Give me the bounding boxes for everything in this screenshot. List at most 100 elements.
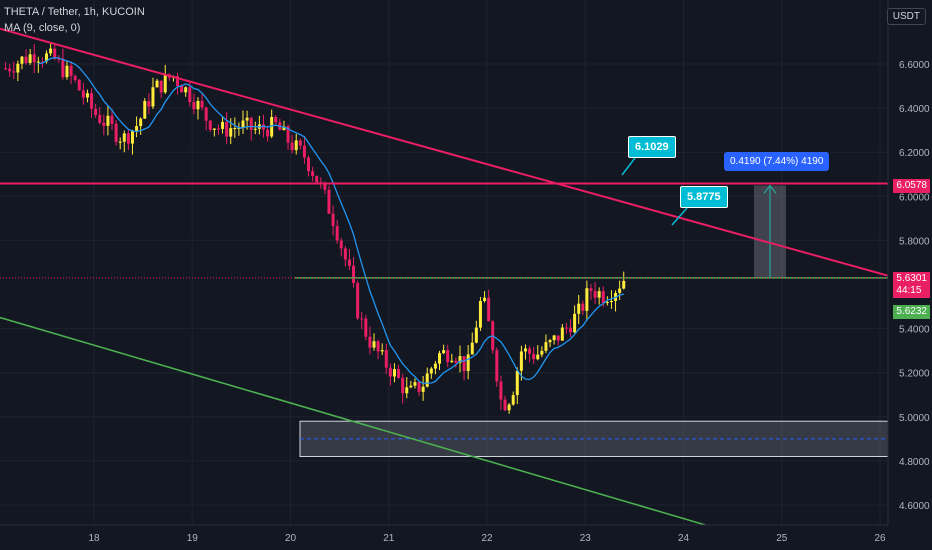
overlay-lines xyxy=(0,27,889,526)
candle-body xyxy=(53,48,57,59)
candle-body xyxy=(503,399,507,411)
candle-body xyxy=(618,288,622,293)
candle-body xyxy=(204,107,208,121)
candle-body xyxy=(532,353,536,360)
candle-body xyxy=(192,102,196,110)
candle-body xyxy=(548,340,552,343)
candle-body xyxy=(372,341,376,348)
y-tick-label: 6.2000 xyxy=(899,148,930,159)
candle-body xyxy=(519,351,523,371)
candle-body xyxy=(577,303,581,314)
candle-body xyxy=(466,354,470,371)
candle-body xyxy=(216,128,220,130)
candle-body xyxy=(413,382,417,386)
candle-body xyxy=(73,75,77,80)
candle-body xyxy=(139,118,143,127)
candle-body xyxy=(147,100,151,107)
candle-body xyxy=(573,313,577,333)
candle-body xyxy=(593,290,597,298)
candle-body xyxy=(163,74,167,93)
currency-button[interactable]: USDT xyxy=(886,8,926,25)
candle-body xyxy=(515,370,519,396)
candle-body xyxy=(585,288,589,311)
candle-body xyxy=(208,120,212,130)
candle-body xyxy=(528,348,532,354)
annotation-zones xyxy=(299,184,889,457)
candle-body xyxy=(470,342,474,355)
candle-body xyxy=(478,301,482,328)
candle-body xyxy=(311,171,315,176)
candle-body xyxy=(16,63,20,73)
lower-trendline xyxy=(0,316,706,526)
candle-body xyxy=(605,301,609,303)
candle-body xyxy=(536,354,540,360)
candle-body xyxy=(364,318,368,337)
x-tick-label: 21 xyxy=(383,533,395,544)
y-tick-label: 6.0000 xyxy=(899,192,930,203)
candle-body xyxy=(61,58,65,78)
candle-body xyxy=(421,386,425,392)
candle-body xyxy=(143,100,147,119)
candle-body xyxy=(233,128,237,130)
candle-body xyxy=(360,318,364,320)
x-tick-label: 26 xyxy=(874,533,886,544)
candle-body xyxy=(94,108,98,115)
measure-label[interactable]: 0.4190 (7.44%) 4190 xyxy=(724,152,830,171)
candle-body xyxy=(77,79,81,91)
candle-body xyxy=(597,291,601,298)
callout-2[interactable]: 5.8775 xyxy=(680,186,728,208)
candle-body xyxy=(200,100,204,108)
indicator-legend[interactable]: MA (9, close, 0) xyxy=(4,22,81,34)
candle-body xyxy=(151,87,155,107)
candle-body xyxy=(315,175,319,183)
candle-body xyxy=(483,297,487,302)
candle-body xyxy=(392,369,396,377)
x-tick-label: 23 xyxy=(580,533,592,544)
y-tick-label: 5.4000 xyxy=(899,325,930,336)
candle-body xyxy=(405,387,409,394)
candle-body xyxy=(425,373,429,387)
candle-body xyxy=(450,360,454,363)
candle-body xyxy=(221,121,225,129)
y-tick-label: 5.0000 xyxy=(899,413,930,424)
candle-body xyxy=(237,127,241,129)
descending-trendline xyxy=(0,27,889,277)
x-tick-label: 24 xyxy=(678,533,690,544)
ma-line xyxy=(38,57,624,385)
candle-body xyxy=(376,341,380,352)
callout-1[interactable]: 6.1029 xyxy=(628,136,676,158)
candle-body xyxy=(4,68,8,70)
candle-body xyxy=(540,350,544,355)
candle-body xyxy=(343,248,347,260)
candle-body xyxy=(110,115,114,124)
x-tick-label: 20 xyxy=(285,533,297,544)
candle-body xyxy=(335,225,339,241)
candle-body xyxy=(380,350,384,352)
candle-body xyxy=(384,350,388,368)
candle-body xyxy=(352,265,356,283)
candle-body xyxy=(274,116,278,123)
candle-body xyxy=(454,360,458,363)
candle-body xyxy=(98,114,102,123)
candle-body xyxy=(552,335,556,341)
candle-body xyxy=(401,377,405,394)
x-tick-label: 22 xyxy=(481,533,493,544)
candle-body xyxy=(368,336,372,348)
candle-body xyxy=(225,121,229,137)
y-tick-label: 6.4000 xyxy=(899,104,930,115)
candle-body xyxy=(85,93,89,98)
candle-body xyxy=(126,133,130,144)
candle-body xyxy=(417,382,421,392)
candle-body xyxy=(45,53,49,62)
last-price-label: 5.6301 44:15 xyxy=(893,272,930,298)
candle-body xyxy=(270,116,274,137)
measure-arrow-head xyxy=(763,184,777,194)
candle-body xyxy=(507,404,511,411)
candle-body xyxy=(307,157,311,172)
candle-body xyxy=(429,368,433,374)
candle-body xyxy=(245,117,249,121)
candle-body xyxy=(438,353,442,364)
candle-body xyxy=(442,350,446,354)
candle-body xyxy=(40,61,44,63)
